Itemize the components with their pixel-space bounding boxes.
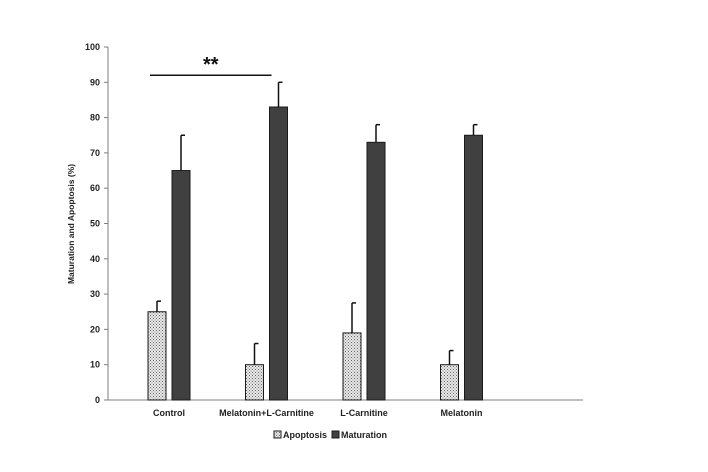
bar-apoptosis bbox=[147, 311, 167, 401]
y-tick-label: 70 bbox=[90, 148, 100, 158]
y-tick-label: 90 bbox=[90, 77, 100, 87]
y-axis-title: Maturation and Apoptosis (%) bbox=[66, 164, 76, 284]
bar-apoptosis bbox=[342, 332, 362, 401]
bar-apoptosis bbox=[440, 364, 459, 401]
x-tick-label: Melatonin+L-Carnitine bbox=[219, 408, 314, 418]
significance-label: ** bbox=[203, 54, 219, 76]
x-tick-label: Melatonin bbox=[441, 408, 483, 418]
y-tick-label: 40 bbox=[90, 254, 100, 264]
y-tick-label: 50 bbox=[90, 219, 100, 229]
x-tick-label: Control bbox=[153, 408, 185, 418]
y-tick-label: 60 bbox=[90, 183, 100, 193]
bar-maturation bbox=[464, 134, 483, 401]
legend-label-maturation: Maturation bbox=[341, 430, 387, 440]
y-tick-label: 20 bbox=[90, 324, 100, 334]
y-tick-label: 10 bbox=[90, 360, 100, 370]
x-axis: Control Melatonin+L-Carnitine L-Carnitine M… bbox=[108, 399, 583, 418]
bar-apoptosis bbox=[245, 364, 264, 401]
y-tick-label: 80 bbox=[90, 113, 100, 123]
legend-label-apoptosis: Apoptosis bbox=[283, 430, 327, 440]
bar-maturation bbox=[366, 141, 386, 401]
legend: Apoptosis Maturation bbox=[273, 430, 387, 440]
y-axis: 0 10 20 30 40 50 60 70 80 90 100 bbox=[85, 42, 109, 405]
y-tick-label: 100 bbox=[85, 42, 100, 52]
y-tick-label: 0 bbox=[95, 395, 100, 405]
legend-swatch-apoptosis bbox=[273, 430, 282, 439]
bar-maturation bbox=[269, 106, 288, 401]
bar-maturation bbox=[171, 170, 191, 401]
x-tick-label: L-Carnitine bbox=[340, 408, 388, 418]
significance-annotation: ** bbox=[150, 54, 272, 76]
legend-swatch-maturation bbox=[331, 430, 340, 439]
bars bbox=[147, 81, 483, 401]
y-tick-label: 30 bbox=[90, 289, 100, 299]
